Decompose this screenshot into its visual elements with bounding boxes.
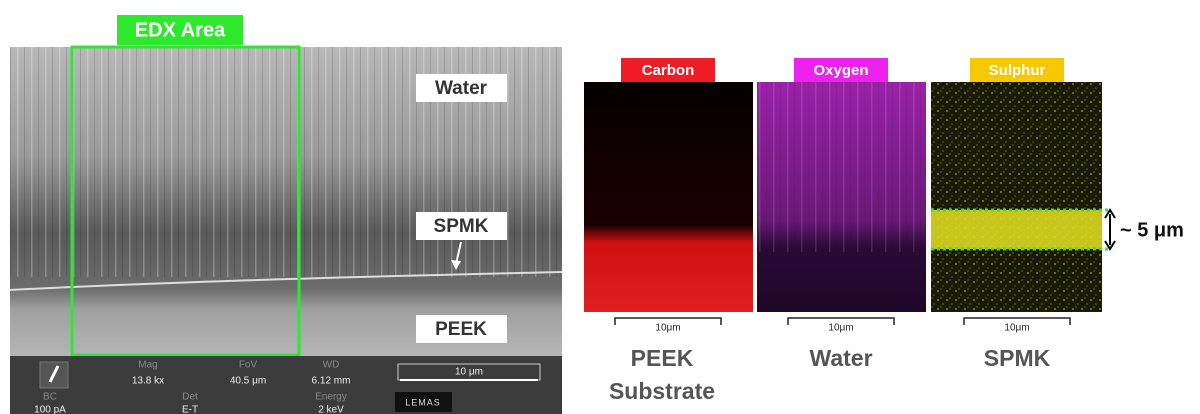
element-label: Oxygen: [813, 62, 868, 79]
info-value: 100 pA: [34, 405, 66, 414]
oxygen-texture: [757, 82, 926, 252]
sem-label: Water: [435, 78, 488, 99]
thickness-label: ~ 5 μm: [1120, 219, 1184, 241]
info-value: E-T: [182, 405, 198, 414]
info-value: 13.8 kx: [132, 376, 164, 387]
info-name: Mag: [138, 360, 157, 371]
info-name: WD: [323, 360, 340, 371]
carbon-map: [584, 82, 753, 312]
info-value: 6.12 mm: [312, 376, 351, 387]
info-bar: [10, 356, 562, 414]
info-name: Energy: [315, 392, 347, 403]
map-caption: Substrate: [609, 378, 715, 404]
map-caption: PEEK: [631, 345, 694, 371]
sem-label: SPMK: [434, 216, 489, 237]
info-name: BC: [43, 392, 57, 403]
info-name: Det: [182, 392, 198, 403]
sem-label: PEEK: [435, 319, 487, 340]
map-scale-label: 10μm: [828, 323, 853, 334]
figure: EDX Area Water SPMK PEEK Mag 13.8 kx FoV 40…: [0, 0, 1200, 414]
info-value: 2 keV: [318, 405, 344, 414]
element-label: Sulphur: [989, 62, 1046, 79]
logo: LEMAS: [405, 397, 441, 407]
scale-bar-label: 10 μm: [455, 367, 483, 378]
map-scale-label: 10μm: [1004, 323, 1029, 334]
map-caption: Water: [809, 345, 872, 371]
info-value: 40.5 μm: [230, 376, 266, 387]
sulphur-map: [931, 82, 1102, 312]
map-caption: SPMK: [984, 345, 1051, 371]
sulphur-band: [931, 210, 1102, 249]
edx-badge: EDX Area: [135, 19, 226, 41]
element-label: Carbon: [642, 62, 695, 79]
info-name: FoV: [239, 360, 258, 371]
map-scale-label: 10μm: [655, 323, 680, 334]
